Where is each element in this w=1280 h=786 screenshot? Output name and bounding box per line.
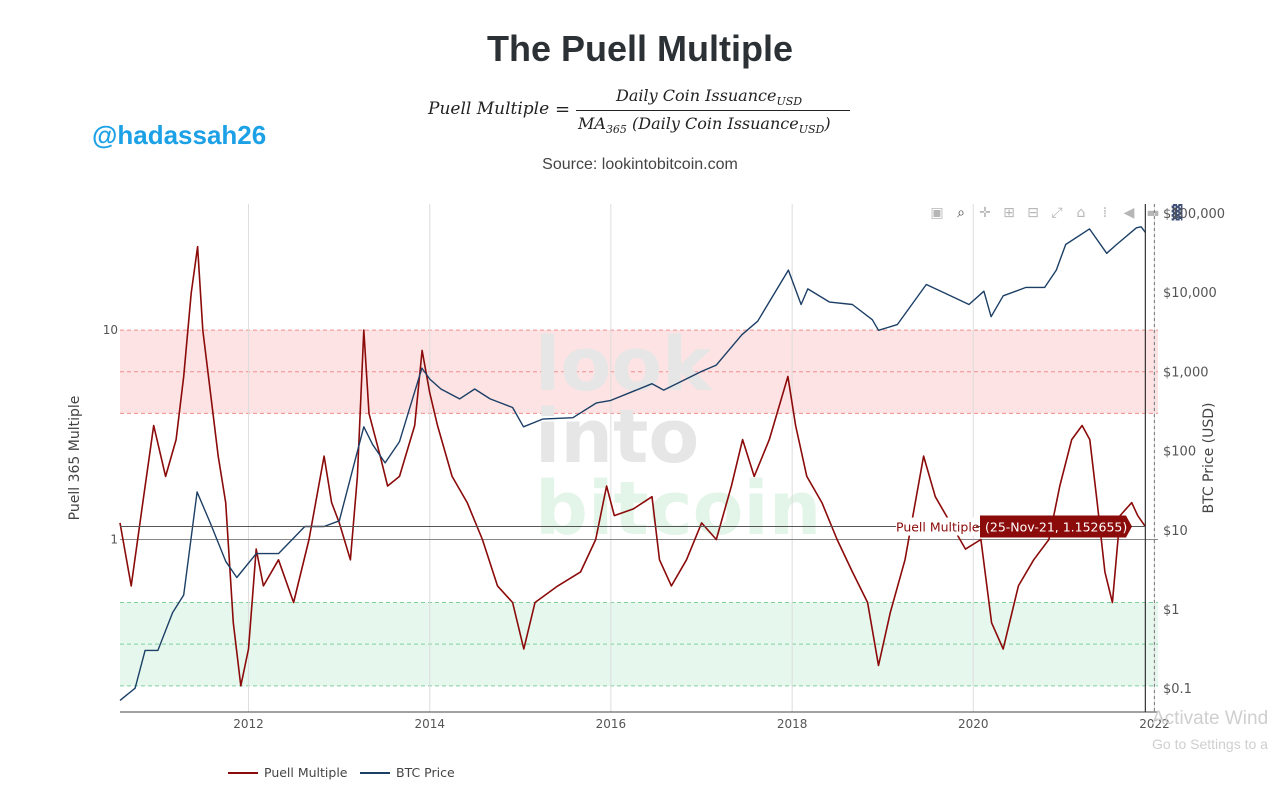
y-right-tick-label: $100 xyxy=(1163,445,1196,460)
hover-closest-icon[interactable]: ◀ xyxy=(1123,205,1135,221)
formula-numerator: Daily Coin IssuanceUSD xyxy=(616,86,803,109)
os-activation-subtext: Go to Settings to a xyxy=(1152,736,1268,752)
legend-label[interactable]: BTC Price xyxy=(396,765,455,780)
formula-denominator: MA365 (Daily Coin IssuanceUSD) xyxy=(578,114,831,137)
y-right-tick-label: $0.1 xyxy=(1163,682,1192,697)
legend-label[interactable]: Puell Multiple xyxy=(264,765,348,780)
watermark-text: bitcoin xyxy=(535,466,821,552)
zoom-out-icon[interactable]: ⊟ xyxy=(1027,205,1039,221)
y-right-tick-label: $10,000 xyxy=(1163,286,1217,301)
zoom-icon[interactable]: ⌕ xyxy=(957,205,965,221)
hover-tooltip-box xyxy=(980,515,1132,538)
x-tick-label: 2014 xyxy=(415,717,446,731)
x-tick-label: 2022 xyxy=(1139,717,1170,731)
hover-compare-icon[interactable]: ▬ xyxy=(1146,205,1160,221)
watermark: lookintobitcoin xyxy=(535,322,821,552)
y-left-axis-title: Puell 365 Multiple xyxy=(67,396,83,521)
os-activation-text: Activate Wind xyxy=(1152,708,1269,729)
series-line-puell-multiple[interactable] xyxy=(119,245,1147,687)
watermark-text: into xyxy=(535,394,699,480)
chart-modebar: ▣ ⌕ ✛ ⊞ ⊟ ⤢ ⌂ ⁞ ◀ ▬ ▓ xyxy=(928,204,1186,222)
x-tick-label: 2012 xyxy=(233,717,264,731)
y-right-tick-label: $1,000 xyxy=(1163,365,1209,380)
y-right-tick-label: $1 xyxy=(1163,603,1180,618)
x-tick-label: 2020 xyxy=(958,717,989,731)
hover-label-bg xyxy=(896,517,976,536)
spike-lines-icon[interactable]: ⁞ xyxy=(1102,205,1108,221)
page-title: The Puell Multiple xyxy=(486,28,794,69)
x-tick-label: 2016 xyxy=(596,717,627,731)
hover-series-label: Puell Multiple xyxy=(896,520,980,535)
source-text: Source: lookintobitcoin.com xyxy=(542,156,738,173)
camera-icon[interactable]: ▣ xyxy=(930,205,944,221)
formula-fraction-bar xyxy=(576,110,850,111)
formula-lhs: Puell Multiple xyxy=(428,99,550,119)
author-handle: @hadassah26 xyxy=(92,120,267,150)
y-right-tick-label: $100,000 xyxy=(1163,207,1225,222)
y-left-tick-label: 1 xyxy=(110,532,118,546)
formula-equals: = xyxy=(555,99,571,120)
plotly-logo-icon[interactable]: ▓ xyxy=(1171,205,1183,221)
puell-formula: Puell Multiple = Daily Coin IssuanceUSD … xyxy=(428,86,868,138)
series-line-btc-price[interactable] xyxy=(119,226,1146,701)
zoom-in-icon[interactable]: ⊞ xyxy=(1003,205,1015,221)
y-right-tick-label: $10 xyxy=(1163,524,1188,539)
reset-axes-icon[interactable]: ⌂ xyxy=(1076,205,1086,221)
autoscale-icon[interactable]: ⤢ xyxy=(1051,205,1063,221)
pan-icon[interactable]: ✛ xyxy=(979,205,991,221)
y-right-axis-title: BTC Price (USD) xyxy=(1201,402,1217,513)
x-tick-label: 2018 xyxy=(777,717,808,731)
hover-tooltip-text: (25-Nov-21, 1.152655) xyxy=(985,520,1127,535)
watermark-text: look xyxy=(535,322,713,408)
y-left-tick-label: 10 xyxy=(103,323,118,337)
